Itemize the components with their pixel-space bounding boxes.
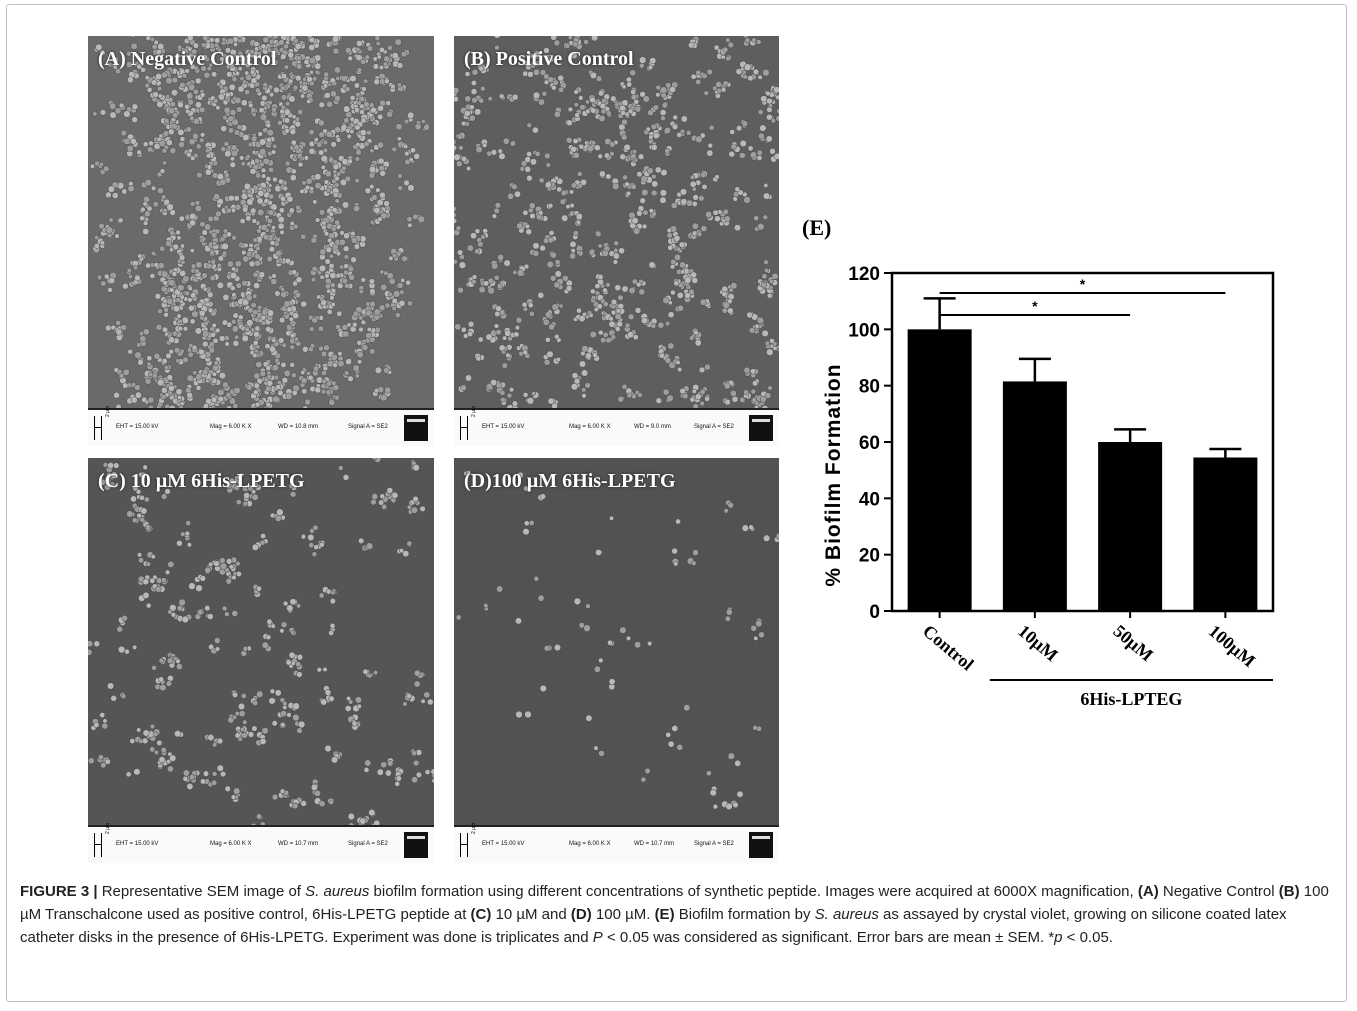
caption-segment: P — [592, 929, 603, 946]
databar-eht: EHT = 15.00 kV — [116, 841, 159, 847]
databar-mag: Mag = 6.00 K X — [569, 424, 611, 430]
y-tick-label: 80 — [859, 377, 880, 398]
databar-signal: Signal A = SE2 — [348, 424, 388, 430]
databar-signal: Signal A = SE2 — [694, 424, 734, 430]
zeiss-logo-icon — [404, 832, 428, 858]
caption-segment: (C) — [470, 906, 492, 923]
panel-label-b: (B) Positive Control — [464, 48, 634, 70]
scale-bar-text: 2 µm — [471, 822, 477, 834]
bar — [1098, 442, 1163, 611]
sem-databar-c: 2 µm EHT = 15.00 kV Mag = 6.00 K X WD = … — [88, 822, 434, 863]
significance-marker: * — [1032, 298, 1038, 314]
sem-databar-d: 2 µm EHT = 15.00 kV Mag = 6.00 K X WD = … — [454, 822, 779, 863]
sem-panel-d: (D)100 µM 6His-LPETG 2 µm EHT = 15.00 kV… — [454, 458, 779, 863]
panel-label-c: (C) 10 µM 6His-LPETG — [98, 470, 305, 492]
caption-segment: Negative Control — [1158, 883, 1279, 900]
caption-segment: (D) — [570, 906, 592, 923]
caption-segment: biofilm formation using different concen… — [369, 883, 1138, 900]
y-tick-label: 100 — [848, 320, 880, 341]
sem-databar-b: 2 µm EHT = 15.00 kV Mag = 6.00 K X WD = … — [454, 405, 779, 446]
zeiss-logo-icon — [749, 415, 773, 441]
chart-panel-label: (E) — [802, 215, 831, 240]
caption-segment: 100 µM. — [591, 906, 655, 923]
zeiss-logo-icon — [404, 415, 428, 441]
group-label: 6His-LPTEG — [1080, 689, 1182, 709]
databar-wd: WD = 9.0 mm — [634, 424, 671, 430]
scale-bar-text: 2 µm — [471, 405, 477, 417]
databar-mag: Mag = 6.00 K X — [569, 841, 611, 847]
x-tick-label: 10µM — [1014, 621, 1062, 665]
databar-wd: WD = 10.8 mm — [278, 424, 319, 430]
databar-eht: EHT = 15.00 kV — [116, 424, 159, 430]
y-tick-label: 60 — [859, 433, 880, 454]
sem-databar-a: 2 µm EHT = 15.00 kV Mag = 6.00 K X WD = … — [88, 405, 434, 446]
sem-texture-d — [454, 458, 779, 830]
y-tick-label: 40 — [859, 489, 880, 510]
y-tick-label: 120 — [848, 264, 880, 285]
bar — [1002, 381, 1067, 611]
zeiss-logo-icon — [749, 832, 773, 858]
databar-signal: Signal A = SE2 — [694, 841, 734, 847]
databar-signal: Signal A = SE2 — [348, 841, 388, 847]
databar-eht: EHT = 15.00 kV — [482, 841, 525, 847]
sem-panel-c: (C) 10 µM 6His-LPETG 2 µm EHT = 15.00 kV… — [88, 458, 434, 863]
figure-label: FIGURE 3 | — [20, 883, 98, 900]
databar-mag: Mag = 6.00 K X — [210, 424, 252, 430]
scale-bar — [94, 833, 102, 857]
significance-marker: * — [1080, 276, 1086, 292]
sem-texture-c — [88, 458, 434, 830]
caption-segment: Representative SEM image of — [97, 883, 306, 900]
panel-label-a: (A) Negative Control — [98, 48, 277, 70]
caption-segment: < 0.05. — [1062, 929, 1113, 946]
caption-segment: S. aureus — [305, 883, 370, 900]
biofilm-bar-chart: (E) % Biofilm Formation 0 20 40 60 80 100 120 C… — [802, 215, 1275, 709]
y-tick-label: 0 — [869, 602, 880, 623]
panel-label-d: (D)100 µM 6His-LPETG — [464, 470, 676, 492]
x-tick-label: Control — [919, 621, 978, 675]
databar-eht: EHT = 15.00 kV — [482, 424, 525, 430]
y-tick-label: 20 — [859, 546, 880, 567]
caption-segment: Biofilm formation by — [674, 906, 815, 923]
bar — [1193, 457, 1258, 611]
scale-bar-text: 2 µm — [105, 405, 111, 417]
caption-segment: 100 µM Transchalcone used as positive co… — [20, 883, 1329, 923]
caption-segment: S. aureus — [814, 906, 879, 923]
x-tick-label: 100µM — [1205, 621, 1260, 671]
caption-segment: p — [1054, 929, 1063, 946]
databar-mag: Mag = 6.00 K X — [210, 841, 252, 847]
databar-wd: WD = 10.7 mm — [278, 841, 319, 847]
caption-segment: < 0.05 was considered as significant. Er… — [602, 929, 1055, 946]
bar — [907, 329, 972, 611]
databar-wd: WD = 10.7 mm — [634, 841, 675, 847]
scale-bar — [460, 416, 468, 440]
figure-caption: FIGURE 3 | Representative SEM image of S… — [20, 880, 1330, 949]
y-axis-label: % Biofilm Formation — [822, 363, 845, 586]
caption-segment: (E) — [654, 906, 675, 923]
scale-bar — [460, 833, 468, 857]
sem-texture-b — [454, 36, 779, 408]
sem-panel-a: (A) Negative Control 2 µm EHT = 15.00 kV… — [88, 36, 434, 446]
x-tick-label: 50µM — [1110, 621, 1158, 665]
scale-bar-text: 2 µm — [105, 822, 111, 834]
scale-bar — [94, 416, 102, 440]
sem-panel-b: (B) Positive Control 2 µm EHT = 15.00 kV… — [454, 36, 779, 446]
sem-texture-a — [88, 36, 434, 408]
caption-segment: (B) — [1278, 883, 1300, 900]
caption-segment: (A) — [1137, 883, 1159, 900]
caption-segment: as assayed by crystal violet, growing on… — [20, 906, 1287, 946]
caption-segment: 10 µM and — [491, 906, 571, 923]
figure-frame — [6, 4, 1347, 1002]
